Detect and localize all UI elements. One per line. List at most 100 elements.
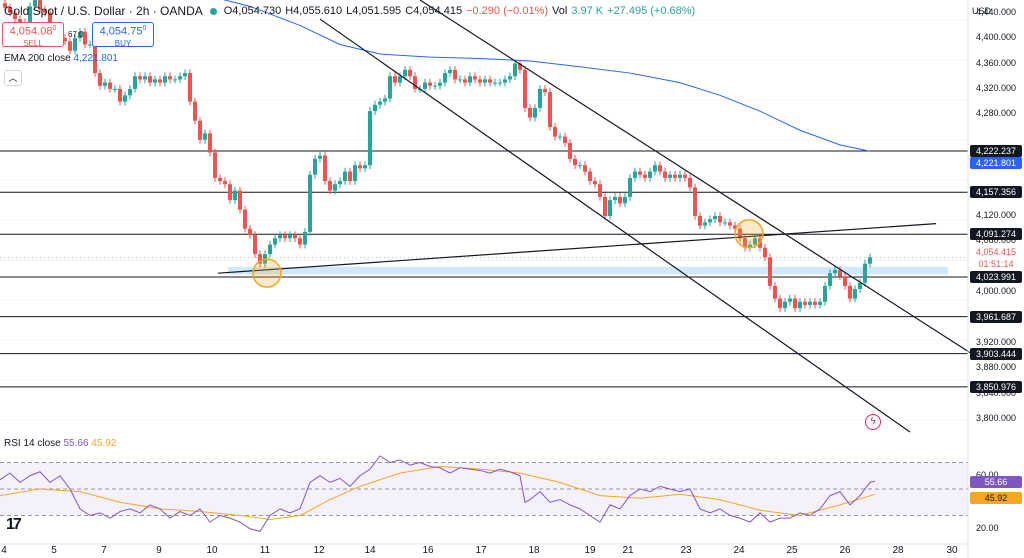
candle-body	[838, 270, 842, 277]
candle-body	[663, 171, 667, 178]
candle-body	[68, 41, 72, 51]
date-tick-label: 24	[733, 545, 745, 556]
candle-body	[28, 6, 32, 29]
ema-legend[interactable]: EMA 200 close 4,221.801	[4, 53, 118, 64]
rsi-legend[interactable]: RSI 14 close 55.66 45.92	[4, 438, 116, 449]
rsi-ma-value-tag: 45.92	[970, 492, 1022, 505]
sell-price: 4,054.08	[9, 25, 53, 38]
price-tick-label: 4,120.000	[976, 210, 1017, 220]
candle-body	[168, 76, 172, 80]
candle-body	[33, 0, 37, 7]
candle-body	[138, 76, 142, 80]
candle-body	[563, 136, 567, 143]
rsi-value-tag: 55.66	[970, 475, 1022, 488]
symbol-title[interactable]: Gold Spot / U.S. Dollar · 2h · OANDA	[4, 4, 203, 18]
candle-body	[633, 171, 637, 178]
candle-body	[353, 165, 357, 182]
candle-body	[513, 63, 517, 77]
buy-button[interactable]: 4,054.750 BUY	[92, 22, 154, 48]
price-tick-label: 3,800.000	[976, 413, 1017, 424]
ohlc-open: O4,054.730	[223, 5, 282, 17]
ohlc-high: H4,055.610	[285, 5, 343, 17]
sell-button[interactable]: 4,054.080 SELL	[2, 22, 64, 48]
ema-200-line	[222, 0, 871, 152]
candle-body	[673, 174, 677, 178]
candle-body	[108, 82, 112, 89]
candle-body	[608, 200, 612, 216]
candle-body	[398, 76, 402, 83]
candle-body	[868, 257, 872, 264]
ohlc-close: C4,054.415	[405, 5, 463, 17]
candle-body	[323, 155, 327, 182]
date-tick-label: 17	[475, 545, 487, 556]
candle-body	[458, 79, 462, 81]
candle-body	[523, 69, 527, 108]
trendline	[217, 223, 937, 274]
lightning-icon[interactable]: ϟ	[865, 414, 881, 430]
countdown-tag: 01:51:14	[970, 257, 1022, 270]
candle-body	[228, 184, 232, 201]
candle-body	[318, 155, 322, 159]
candle-body	[473, 76, 477, 80]
candle-body	[283, 235, 287, 239]
candle-body	[423, 82, 427, 89]
candle-body	[598, 184, 602, 197]
candle-body	[653, 165, 657, 172]
candle-body	[553, 127, 557, 137]
candle-body	[783, 301, 787, 309]
rsi-ma-value: 45.92	[91, 438, 117, 449]
candle-body	[773, 285, 777, 299]
candle-body	[133, 76, 137, 89]
date-tick-label: 21	[622, 545, 634, 556]
price-tick-label: 3,920.000	[976, 337, 1017, 348]
candle-body	[178, 76, 182, 80]
candle-body	[698, 216, 702, 226]
candle-body	[278, 235, 282, 239]
candle-body	[593, 181, 597, 185]
level-price-tag: 3,961.687	[970, 310, 1022, 323]
candle-body	[543, 88, 547, 93]
date-tick-label: 11	[259, 545, 271, 556]
candle-body	[393, 76, 397, 83]
price-tick-label: 4,000.000	[976, 286, 1017, 297]
candle-body	[78, 31, 82, 39]
candle-body	[183, 73, 187, 77]
candle-body	[723, 222, 727, 224]
candle-body	[763, 247, 767, 258]
candle-body	[333, 184, 337, 191]
currency-label[interactable]: USD	[972, 6, 992, 16]
candle-body	[853, 289, 857, 299]
candle-body	[188, 73, 192, 102]
candle-body	[828, 273, 832, 286]
candle-body	[728, 222, 732, 226]
candle-body	[373, 104, 377, 112]
date-tick-label: 23	[680, 545, 692, 556]
tradingview-logo-icon[interactable]: 17	[6, 516, 22, 533]
price-tick-label: 3,880.000	[976, 362, 1017, 373]
candle-body	[238, 190, 242, 210]
candle-body	[603, 196, 607, 216]
candle-body	[88, 44, 92, 46]
candle-body	[583, 165, 587, 172]
candle-body	[793, 298, 797, 309]
candle-body	[578, 165, 582, 167]
candle-body	[813, 301, 817, 305]
candle-body	[203, 133, 207, 140]
candle-body	[248, 228, 252, 236]
candle-body	[3, 3, 7, 8]
candle-body	[243, 209, 247, 229]
candle-body	[218, 177, 222, 182]
candle-body	[788, 298, 792, 302]
chevron-up-icon[interactable]: ︿	[4, 70, 22, 86]
level-price-tag: 4,157.356	[970, 186, 1022, 199]
date-tick-label: 16	[422, 545, 434, 556]
candle-body	[848, 285, 852, 299]
level-price-tag: 3,850.976	[970, 380, 1022, 393]
rsi-ma-line	[0, 465, 876, 520]
candle-body	[693, 187, 697, 216]
candle-body	[328, 181, 332, 191]
candle-body	[613, 196, 617, 201]
ema-value: 4,221.801	[73, 53, 119, 64]
candle-body	[163, 76, 167, 83]
